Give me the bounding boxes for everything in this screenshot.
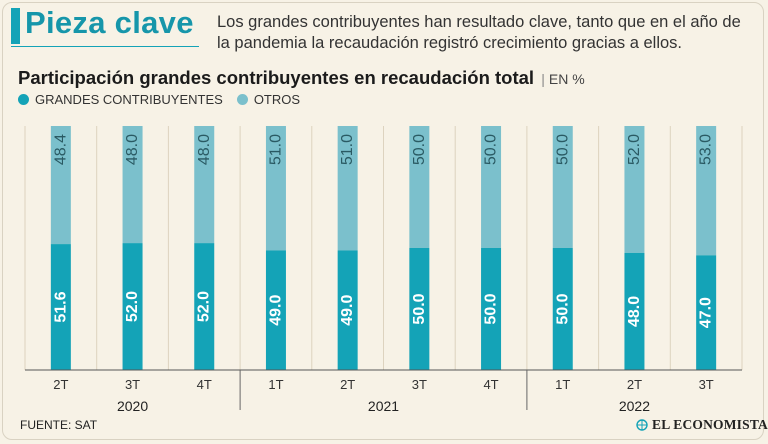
legend-swatch-grandes xyxy=(18,94,29,105)
bar-grandes xyxy=(552,248,573,370)
data-label-grandes: 50.0 xyxy=(411,293,428,324)
data-label-otros: 48.0 xyxy=(196,134,213,165)
chart-units-text: EN % xyxy=(548,71,585,87)
x-tick-label: 3T xyxy=(125,377,140,392)
x-tick-label: 1T xyxy=(555,377,570,392)
card-frame xyxy=(2,2,764,440)
bar-grandes xyxy=(50,244,71,370)
chart-units: | EN % xyxy=(541,71,585,87)
data-label-grandes: 50.0 xyxy=(554,293,571,324)
data-label-otros: 48.0 xyxy=(124,134,141,165)
chart-title-text: Participación grandes contribuyentes en … xyxy=(18,67,535,88)
brand-name: EL ECONOMISTA xyxy=(652,417,768,432)
bar-grandes xyxy=(265,250,286,370)
lede-text: Los grandes contribuyentes han resultado… xyxy=(217,13,741,52)
x-tick-label: 3T xyxy=(699,377,714,392)
x-tick-label: 2T xyxy=(627,377,642,392)
bar-grandes xyxy=(481,248,502,370)
bar-grandes xyxy=(337,250,358,370)
legend-item-otros: OTROS xyxy=(236,92,301,107)
bar-grandes xyxy=(409,248,430,370)
bar-otros xyxy=(552,126,573,248)
data-label-otros: 51.0 xyxy=(339,134,356,165)
kicker-underline xyxy=(11,46,199,47)
year-label: 2021 xyxy=(368,398,399,414)
bar-otros xyxy=(122,126,143,244)
data-label-grandes: 49.0 xyxy=(267,295,284,326)
data-label-otros: 50.0 xyxy=(411,134,428,165)
data-label-otros: 50.0 xyxy=(483,134,500,165)
legend-item-grandes: GRANDES CONTRIBUYENTES xyxy=(18,92,223,107)
bar-grandes xyxy=(122,243,143,370)
data-label-grandes: 51.6 xyxy=(52,291,69,322)
legend-swatch-otros xyxy=(236,94,248,105)
x-tick-label: 4T xyxy=(197,377,212,392)
data-label-grandes: 52.0 xyxy=(196,291,213,322)
data-label-otros: 52.0 xyxy=(626,134,643,165)
chart-legend: GRANDES CONTRIBUYENTES OTROS xyxy=(18,92,314,107)
legend-label-otros: OTROS xyxy=(253,92,301,107)
bar-grandes xyxy=(624,252,645,370)
bar-otros xyxy=(265,126,286,251)
data-label-grandes: 48.0 xyxy=(626,296,643,327)
data-label-otros: 53.0 xyxy=(698,134,715,165)
x-tick-label: 4T xyxy=(483,377,498,392)
bar-otros xyxy=(50,126,71,245)
data-label-otros: 51.0 xyxy=(267,134,284,165)
data-label-grandes: 49.0 xyxy=(339,295,356,326)
x-tick-label: 2T xyxy=(340,377,355,392)
year-label: 2022 xyxy=(619,398,650,414)
chart-title: Participación grandes contribuyentes en … xyxy=(18,67,585,89)
data-label-grandes: 50.0 xyxy=(483,293,500,324)
kicker-accent-bar xyxy=(11,8,20,44)
x-tick-label: 3T xyxy=(412,377,427,392)
bar-grandes xyxy=(194,243,215,370)
data-label-grandes: 47.0 xyxy=(698,297,715,328)
brand-logo: EL ECONOMISTA xyxy=(636,417,768,433)
x-tick-label: 2T xyxy=(53,377,68,392)
source-note: FUENTE: SAT xyxy=(20,418,98,432)
kicker-title: Pieza clave xyxy=(25,5,194,40)
data-label-otros: 48.4 xyxy=(52,134,69,165)
year-label: 2020 xyxy=(117,398,148,414)
data-label-grandes: 52.0 xyxy=(124,291,141,322)
bar-otros xyxy=(194,126,215,244)
globe-icon xyxy=(636,419,648,431)
data-label-otros: 50.0 xyxy=(554,134,571,165)
bar-otros xyxy=(624,126,645,253)
legend-label-grandes: GRANDES CONTRIBUYENTES xyxy=(35,92,223,107)
bar-grandes xyxy=(696,255,717,370)
bar-otros xyxy=(696,126,717,256)
bar-otros xyxy=(481,126,502,248)
bar-otros xyxy=(337,126,358,251)
bar-otros xyxy=(409,126,430,248)
x-tick-label: 1T xyxy=(268,377,283,392)
